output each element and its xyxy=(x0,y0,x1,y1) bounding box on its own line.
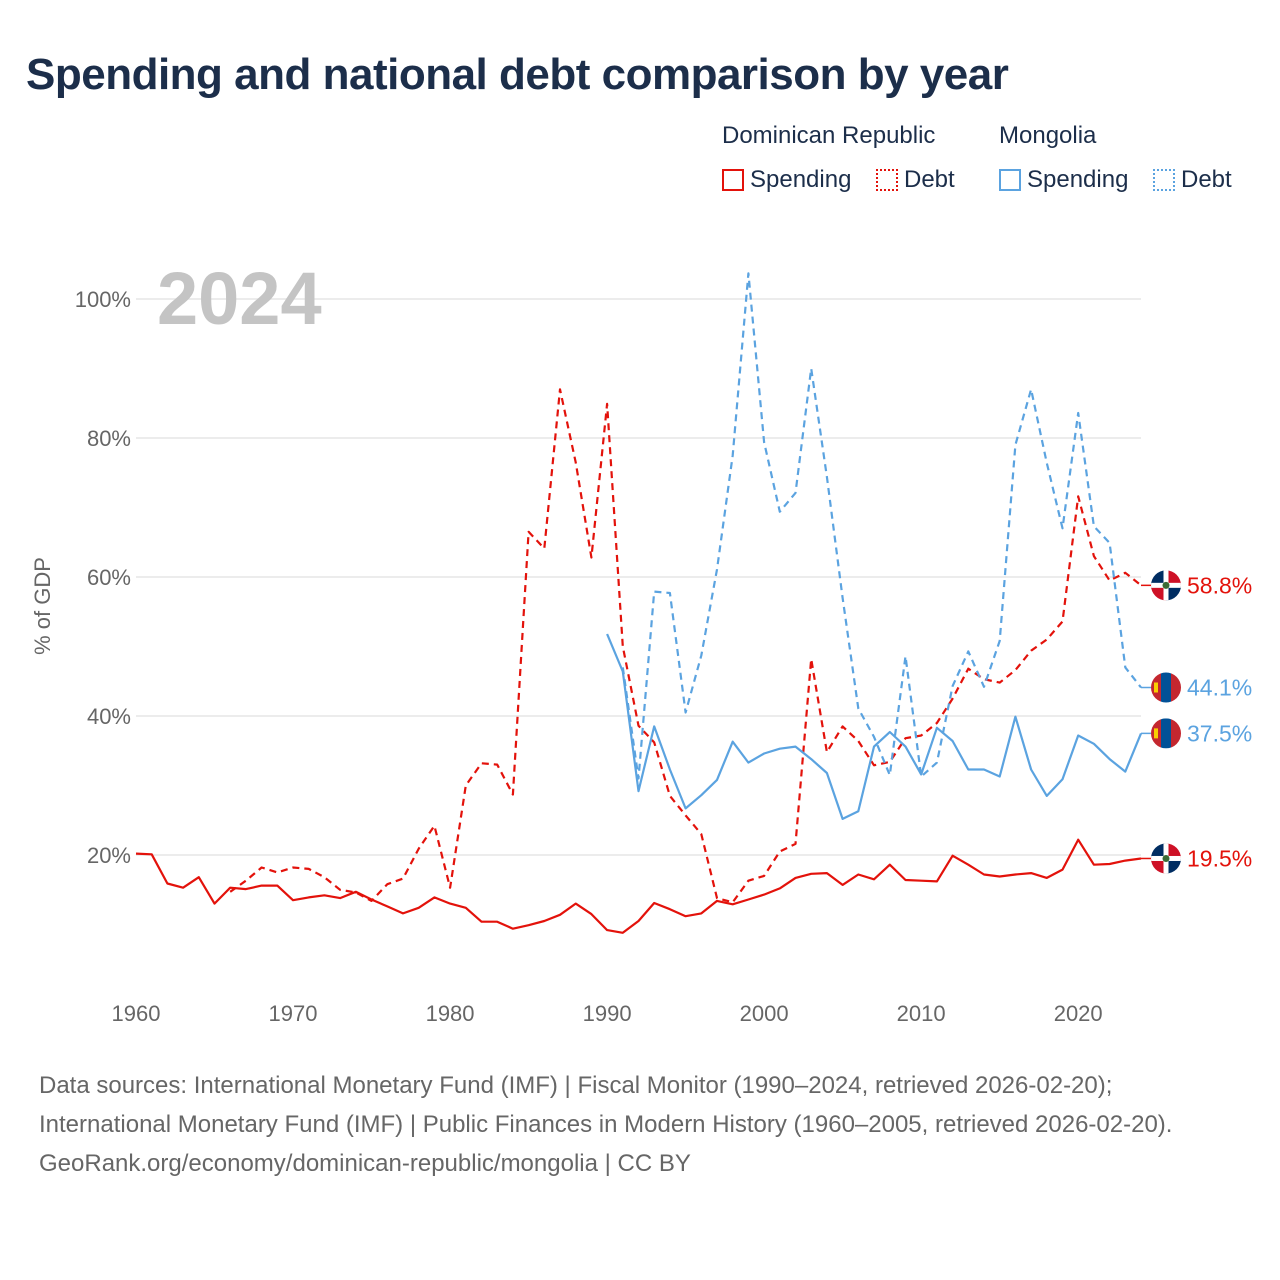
legend-swatch-solid xyxy=(722,169,744,191)
dominican-republic-flag xyxy=(1151,843,1181,874)
year-label: 2024 xyxy=(157,257,322,340)
x-tick-label: 2010 xyxy=(897,1001,946,1026)
x-tick-label: 2000 xyxy=(740,1001,789,1026)
legend-item-mn-spending[interactable]: Spending xyxy=(999,166,1128,194)
legend-item-dr-debt[interactable]: Debt xyxy=(876,166,955,194)
series-lines xyxy=(135,272,1143,934)
x-tick-label: 1980 xyxy=(426,1001,475,1026)
series-line-mongolia-spending[interactable] xyxy=(606,633,1143,821)
end-labels: 19.5% 58.8% 37.5% 44.1% xyxy=(1141,570,1252,874)
chart-title: Spending and national debt comparison by… xyxy=(26,50,1009,99)
end-value-label: 44.1% xyxy=(1187,675,1252,701)
end-value-label: 37.5% xyxy=(1187,720,1252,746)
y-tick-label: 60% xyxy=(87,565,131,590)
y-tick-label: 20% xyxy=(87,843,131,868)
line-chart: 2024 20% 40% 60% 80% 100% 1960 1970 1980 1990 20… xyxy=(30,257,1252,1026)
series-line-mongolia-debt[interactable] xyxy=(621,272,1142,780)
legend-label: Debt xyxy=(904,166,955,193)
grid-lines xyxy=(136,298,1141,856)
legend-label: Debt xyxy=(1181,166,1232,193)
flag-emblem xyxy=(1162,854,1170,862)
series-line-dominican-republic-spending[interactable] xyxy=(135,838,1142,934)
footer: Data sources: International Monetary Fun… xyxy=(39,1066,1239,1183)
x-tick-label: 1960 xyxy=(112,1001,161,1026)
flag-stripe xyxy=(1171,672,1181,703)
y-axis: 20% 40% 60% 80% 100% xyxy=(75,287,131,868)
dominican-republic-flag xyxy=(1151,570,1181,601)
legend-label: Spending xyxy=(1027,166,1129,193)
series-line-dominican-republic-debt[interactable] xyxy=(229,388,1142,904)
mongolia-flag xyxy=(1151,672,1181,703)
legend-swatch-solid xyxy=(999,169,1021,191)
x-tick-label: 2020 xyxy=(1054,1001,1103,1026)
legend-swatch-dotted xyxy=(876,169,898,191)
flag-emblem xyxy=(1162,581,1170,589)
y-tick-label: 80% xyxy=(87,426,131,451)
y-axis-label: % of GDP xyxy=(30,557,55,655)
flag-soyombo xyxy=(1154,682,1158,693)
legend-group-dominican-republic: Dominican Republic xyxy=(722,122,936,149)
legend-item-dr-spending[interactable]: Spending xyxy=(722,166,851,194)
x-tick-label: 1970 xyxy=(269,1001,318,1026)
x-axis: 1960 1970 1980 1990 2000 2010 2020 xyxy=(112,1001,1103,1026)
legend-item-mn-debt[interactable]: Debt xyxy=(1153,166,1232,194)
flag-stripe xyxy=(1161,672,1171,703)
flag-stripe xyxy=(1161,718,1171,749)
legend-group-mongolia: Mongolia xyxy=(999,122,1097,149)
data-sources: Data sources: International Monetary Fun… xyxy=(39,1072,1173,1138)
flag-body xyxy=(1151,843,1181,874)
flag-body xyxy=(1151,672,1181,703)
flag-soyombo xyxy=(1154,728,1158,739)
end-value-label: 19.5% xyxy=(1187,845,1252,871)
mongolia-flag xyxy=(1151,718,1181,749)
flag-body xyxy=(1151,570,1181,601)
x-tick-label: 1990 xyxy=(583,1001,632,1026)
credit-link[interactable]: GeoRank.org/economy/dominican-republic/m… xyxy=(39,1150,691,1177)
y-tick-label: 40% xyxy=(87,704,131,729)
end-value-label: 58.8% xyxy=(1187,572,1252,598)
flag-stripe xyxy=(1171,718,1181,749)
flag-body xyxy=(1151,718,1181,749)
legend-label: Spending xyxy=(750,166,852,193)
y-tick-label: 100% xyxy=(75,287,131,312)
legend-swatch-dotted xyxy=(1153,169,1175,191)
